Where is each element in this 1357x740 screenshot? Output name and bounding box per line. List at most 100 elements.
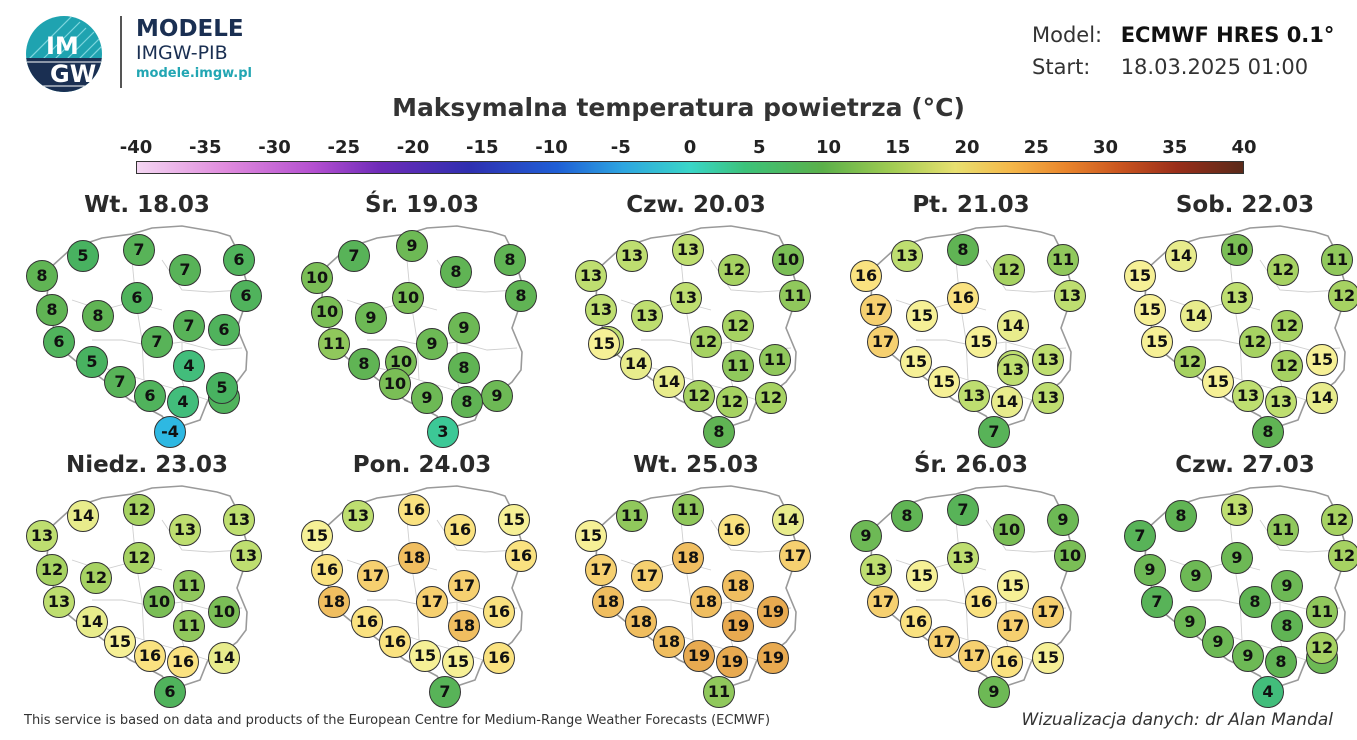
temperature-marker: 8 <box>703 416 735 448</box>
scale-tick-label: 20 <box>954 137 980 158</box>
temperature-marker: 9 <box>978 676 1010 708</box>
temperature-marker: 13 <box>43 586 75 618</box>
temperature-marker: 16 <box>947 282 979 314</box>
temperature-marker: 8 <box>36 294 68 326</box>
temperature-marker: 16 <box>311 554 343 586</box>
temperature-marker: 14 <box>208 642 240 674</box>
poland-map: 8 7 9 9 10 10 13 13 15 15 17 16 16 17 17 17 17 16 15 9 <box>846 480 1096 708</box>
temperature-marker: 7 <box>169 254 201 286</box>
temperature-marker: 15 <box>409 640 441 672</box>
temperature-marker: 18 <box>672 542 704 574</box>
temperature-marker: 12 <box>683 380 715 412</box>
temperature-marker: 12 <box>718 254 750 286</box>
temperature-marker: 17 <box>867 586 899 618</box>
temperature-marker: 13 <box>672 234 704 266</box>
temperature-marker: 7 <box>338 240 370 272</box>
temperature-marker: 12 <box>1328 540 1357 572</box>
temperature-marker: 4 <box>1252 676 1284 708</box>
temperature-marker: 7 <box>1124 520 1156 552</box>
temperature-marker: 9 <box>1202 626 1234 658</box>
panel-date-title: Czw. 27.03 <box>1175 452 1315 478</box>
temperature-marker: 9 <box>1047 504 1079 536</box>
temperature-marker: 10 <box>311 296 343 328</box>
temperature-marker: 12 <box>123 494 155 526</box>
temperature-marker: 11 <box>1306 596 1338 628</box>
panel-date-title: Czw. 20.03 <box>626 192 766 218</box>
color-scale-labels: -40 -35 -30 -25 -20 -15 -10 -5 0 5 10 15 20 25 30 35 40 <box>110 137 1270 161</box>
temperature-marker: 9 <box>1232 640 1264 672</box>
temperature-marker: 17 <box>416 586 448 618</box>
temperature-marker: 19 <box>757 596 789 628</box>
temperature-marker: 12 <box>993 254 1025 286</box>
scale-tick-label: 10 <box>815 137 842 158</box>
temperature-marker: 14 <box>620 348 652 380</box>
temperature-marker: 11 <box>1267 514 1299 546</box>
temperature-marker: 5 <box>67 240 99 272</box>
temperature-marker: 15 <box>1202 366 1234 398</box>
temperature-marker: 7 <box>173 310 205 342</box>
temperature-marker: 11 <box>672 494 704 526</box>
org-url[interactable]: modele.imgw.pl <box>136 66 252 81</box>
temperature-marker: 9 <box>850 520 882 552</box>
start-row: Start: 18.03.2025 01:00 <box>1032 52 1334 84</box>
forecast-panel: Pt. 21.031381116121316171514171513131515… <box>846 192 1096 448</box>
temperature-marker: 14 <box>653 366 685 398</box>
temperature-marker: 16 <box>444 514 476 546</box>
temperature-marker: 8 <box>891 500 923 532</box>
temperature-marker: 10 <box>993 514 1025 546</box>
temperature-marker: 9 <box>1134 554 1166 586</box>
scale-tick-label: -30 <box>258 137 291 158</box>
temperature-marker: 12 <box>690 326 722 358</box>
temperature-marker: 14 <box>991 386 1023 418</box>
temperature-marker: 19 <box>716 646 748 678</box>
temperature-marker: 18 <box>592 586 624 618</box>
temperature-marker: 13 <box>616 240 648 272</box>
temperature-marker: 18 <box>690 586 722 618</box>
temperature-marker: 13 <box>169 514 201 546</box>
temperature-marker: 18 <box>653 626 685 658</box>
temperature-marker: 13 <box>1221 494 1253 526</box>
temperature-marker: 15 <box>588 328 620 360</box>
temperature-marker: 16 <box>167 646 199 678</box>
temperature-marker: 10 <box>143 586 175 618</box>
temperature-marker: 19 <box>757 642 789 674</box>
scale-tick-label: -40 <box>119 137 153 158</box>
poland-map: 14 12 13 13 13 13 12 12 12 11 13 10 14 11 10 15 16 16 14 6 <box>22 480 272 708</box>
temperature-marker: 17 <box>448 570 480 602</box>
scale-tick-label: 30 <box>1092 137 1119 158</box>
panel-date-title: Pon. 24.03 <box>352 452 492 478</box>
forecast-panel: Czw. 20.03131310131211131313121315121411… <box>571 192 821 448</box>
temperature-marker: 13 <box>1054 280 1086 312</box>
panel-date-title: Śr. 26.03 <box>913 452 1029 478</box>
temperature-marker: 15 <box>906 560 938 592</box>
voivodeship-border <box>680 259 694 381</box>
temperature-marker: 13 <box>342 500 374 532</box>
temperature-marker: 8 <box>1165 500 1197 532</box>
org-branding: MODELE IMGW-PIB modele.imgw.pl <box>120 16 252 88</box>
temperature-marker: 17 <box>1032 596 1064 628</box>
temperature-marker: 13 <box>26 520 58 552</box>
temperature-marker: 10 <box>392 282 424 314</box>
temperature-marker: 12 <box>36 554 68 586</box>
temperature-marker: 15 <box>997 570 1029 602</box>
temperature-marker: 19 <box>722 610 754 642</box>
start-label: Start: <box>1032 55 1091 79</box>
poland-map: 57687688676765476645-4 <box>22 220 272 448</box>
temperature-marker: 11 <box>318 328 350 360</box>
temperature-marker: 13 <box>860 554 892 586</box>
temperature-marker: 15 <box>1124 260 1156 292</box>
temperature-marker: 14 <box>76 606 108 638</box>
panel-date-title: Sob. 22.03 <box>1175 192 1315 218</box>
temperature-marker: 17 <box>928 626 960 658</box>
temperature-marker: 12 <box>755 382 787 414</box>
temperature-marker: 8 <box>26 260 58 292</box>
poland-map: 1381116121316171514171513131515131413137 <box>846 220 1096 448</box>
temperature-marker: 8 <box>451 386 483 418</box>
temperature-marker: 8 <box>494 244 526 276</box>
temperature-marker: 11 <box>1321 244 1353 276</box>
forecast-panel: Śr. 19.03 7 9 8 10 8 8 10 10 9 9 11 9 10 8 8 10 9 9 8 3 <box>297 192 547 448</box>
temperature-marker: 13 <box>997 354 1029 386</box>
temperature-marker: 15 <box>104 626 136 658</box>
temperature-marker: 15 <box>301 520 333 552</box>
temperature-marker: 9 <box>416 328 448 360</box>
